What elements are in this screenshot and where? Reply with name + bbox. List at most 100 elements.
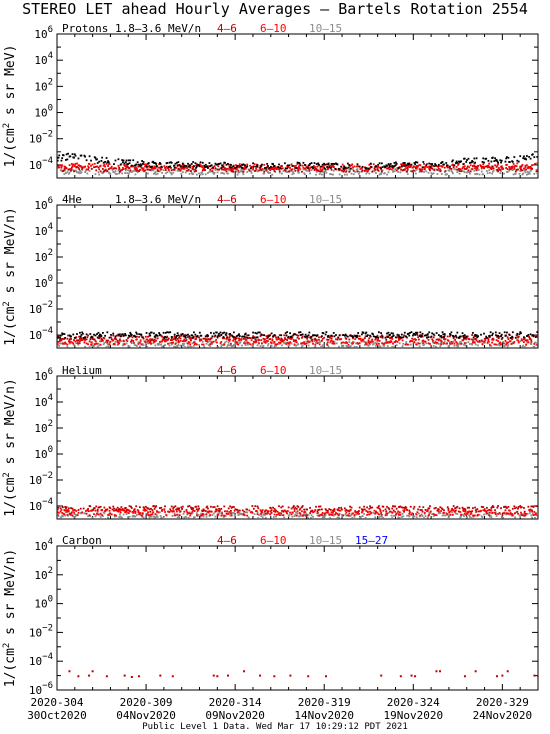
data-point [453, 342, 456, 345]
data-point [491, 505, 494, 507]
data-point [244, 342, 246, 345]
data-point [319, 505, 322, 508]
data-point [232, 165, 235, 168]
data-point [451, 170, 454, 173]
data-point [125, 513, 128, 516]
data-point [523, 513, 525, 516]
data-point [167, 337, 170, 340]
data-point [180, 506, 183, 509]
data-point [298, 512, 301, 514]
data-point [277, 513, 280, 516]
data-point [60, 159, 63, 162]
data-point [535, 505, 538, 508]
data-point [494, 509, 496, 512]
data-point [488, 514, 491, 517]
data-point [169, 342, 172, 344]
data-point [327, 334, 330, 337]
data-point [152, 342, 155, 345]
data-point [73, 165, 76, 168]
data-point [218, 512, 221, 514]
data-point [282, 510, 285, 513]
data-point [234, 343, 237, 346]
data-point [381, 342, 384, 345]
data-point [398, 335, 401, 338]
y-tick-label: 10−4 [29, 652, 53, 668]
data-point [397, 171, 400, 173]
data-point [57, 159, 59, 162]
data-point [363, 513, 365, 515]
data-point [321, 514, 323, 517]
x-tick-label-date: 14Nov2020 [294, 709, 354, 722]
data-point [255, 165, 258, 168]
data-point [141, 343, 144, 346]
data-point [392, 505, 394, 508]
data-point [485, 157, 488, 160]
data-point [57, 335, 60, 338]
data-point [70, 338, 72, 340]
data-point [106, 342, 109, 345]
data-point [114, 336, 117, 339]
data-point [176, 332, 179, 335]
data-point [486, 341, 489, 344]
data-point [159, 515, 162, 517]
data-point [299, 164, 302, 167]
data-point [105, 157, 108, 159]
data-point [198, 164, 200, 167]
data-point [443, 338, 445, 341]
data-point [213, 165, 216, 167]
data-point [189, 166, 192, 169]
data-point [420, 335, 422, 338]
data-point [108, 509, 111, 512]
data-point [451, 511, 454, 514]
data-point [164, 167, 167, 170]
data-point [293, 168, 296, 171]
data-point [506, 168, 509, 171]
data-point [298, 167, 301, 170]
data-point [127, 509, 129, 512]
data-point [436, 173, 439, 175]
data-point [364, 335, 367, 338]
data-point [294, 506, 297, 509]
data-point [445, 162, 448, 164]
data-point [108, 163, 111, 165]
data-point [187, 516, 190, 519]
data-point [163, 336, 166, 339]
data-point [402, 506, 405, 509]
data-point [150, 513, 152, 516]
data-point [281, 505, 284, 508]
data-point [483, 341, 486, 344]
data-point [297, 505, 300, 508]
data-point [225, 163, 228, 166]
data-point [205, 515, 208, 518]
data-point [267, 344, 269, 347]
data-point [466, 165, 469, 168]
data-point [170, 173, 173, 176]
data-point [366, 334, 369, 337]
data-point [492, 506, 495, 509]
data-point [154, 335, 157, 337]
data-point [184, 335, 186, 338]
data-point [260, 339, 263, 342]
data-point [473, 162, 476, 165]
data-point [64, 514, 67, 517]
data-point [489, 331, 492, 334]
data-point [110, 167, 112, 170]
data-point [225, 168, 228, 171]
data-point [253, 163, 256, 166]
data-point [356, 334, 359, 337]
data-point [463, 157, 466, 160]
data-point [124, 169, 127, 172]
data-point [452, 159, 454, 162]
data-point [406, 170, 408, 173]
data-point [442, 343, 445, 346]
data-point [98, 344, 101, 347]
data-point [452, 166, 455, 169]
data-point [423, 334, 426, 337]
data-point [144, 505, 147, 508]
data-point [279, 342, 282, 344]
data-point [451, 160, 454, 163]
data-point [443, 333, 446, 335]
data-point [317, 169, 320, 172]
data-point [109, 514, 112, 517]
data-point [304, 510, 306, 513]
